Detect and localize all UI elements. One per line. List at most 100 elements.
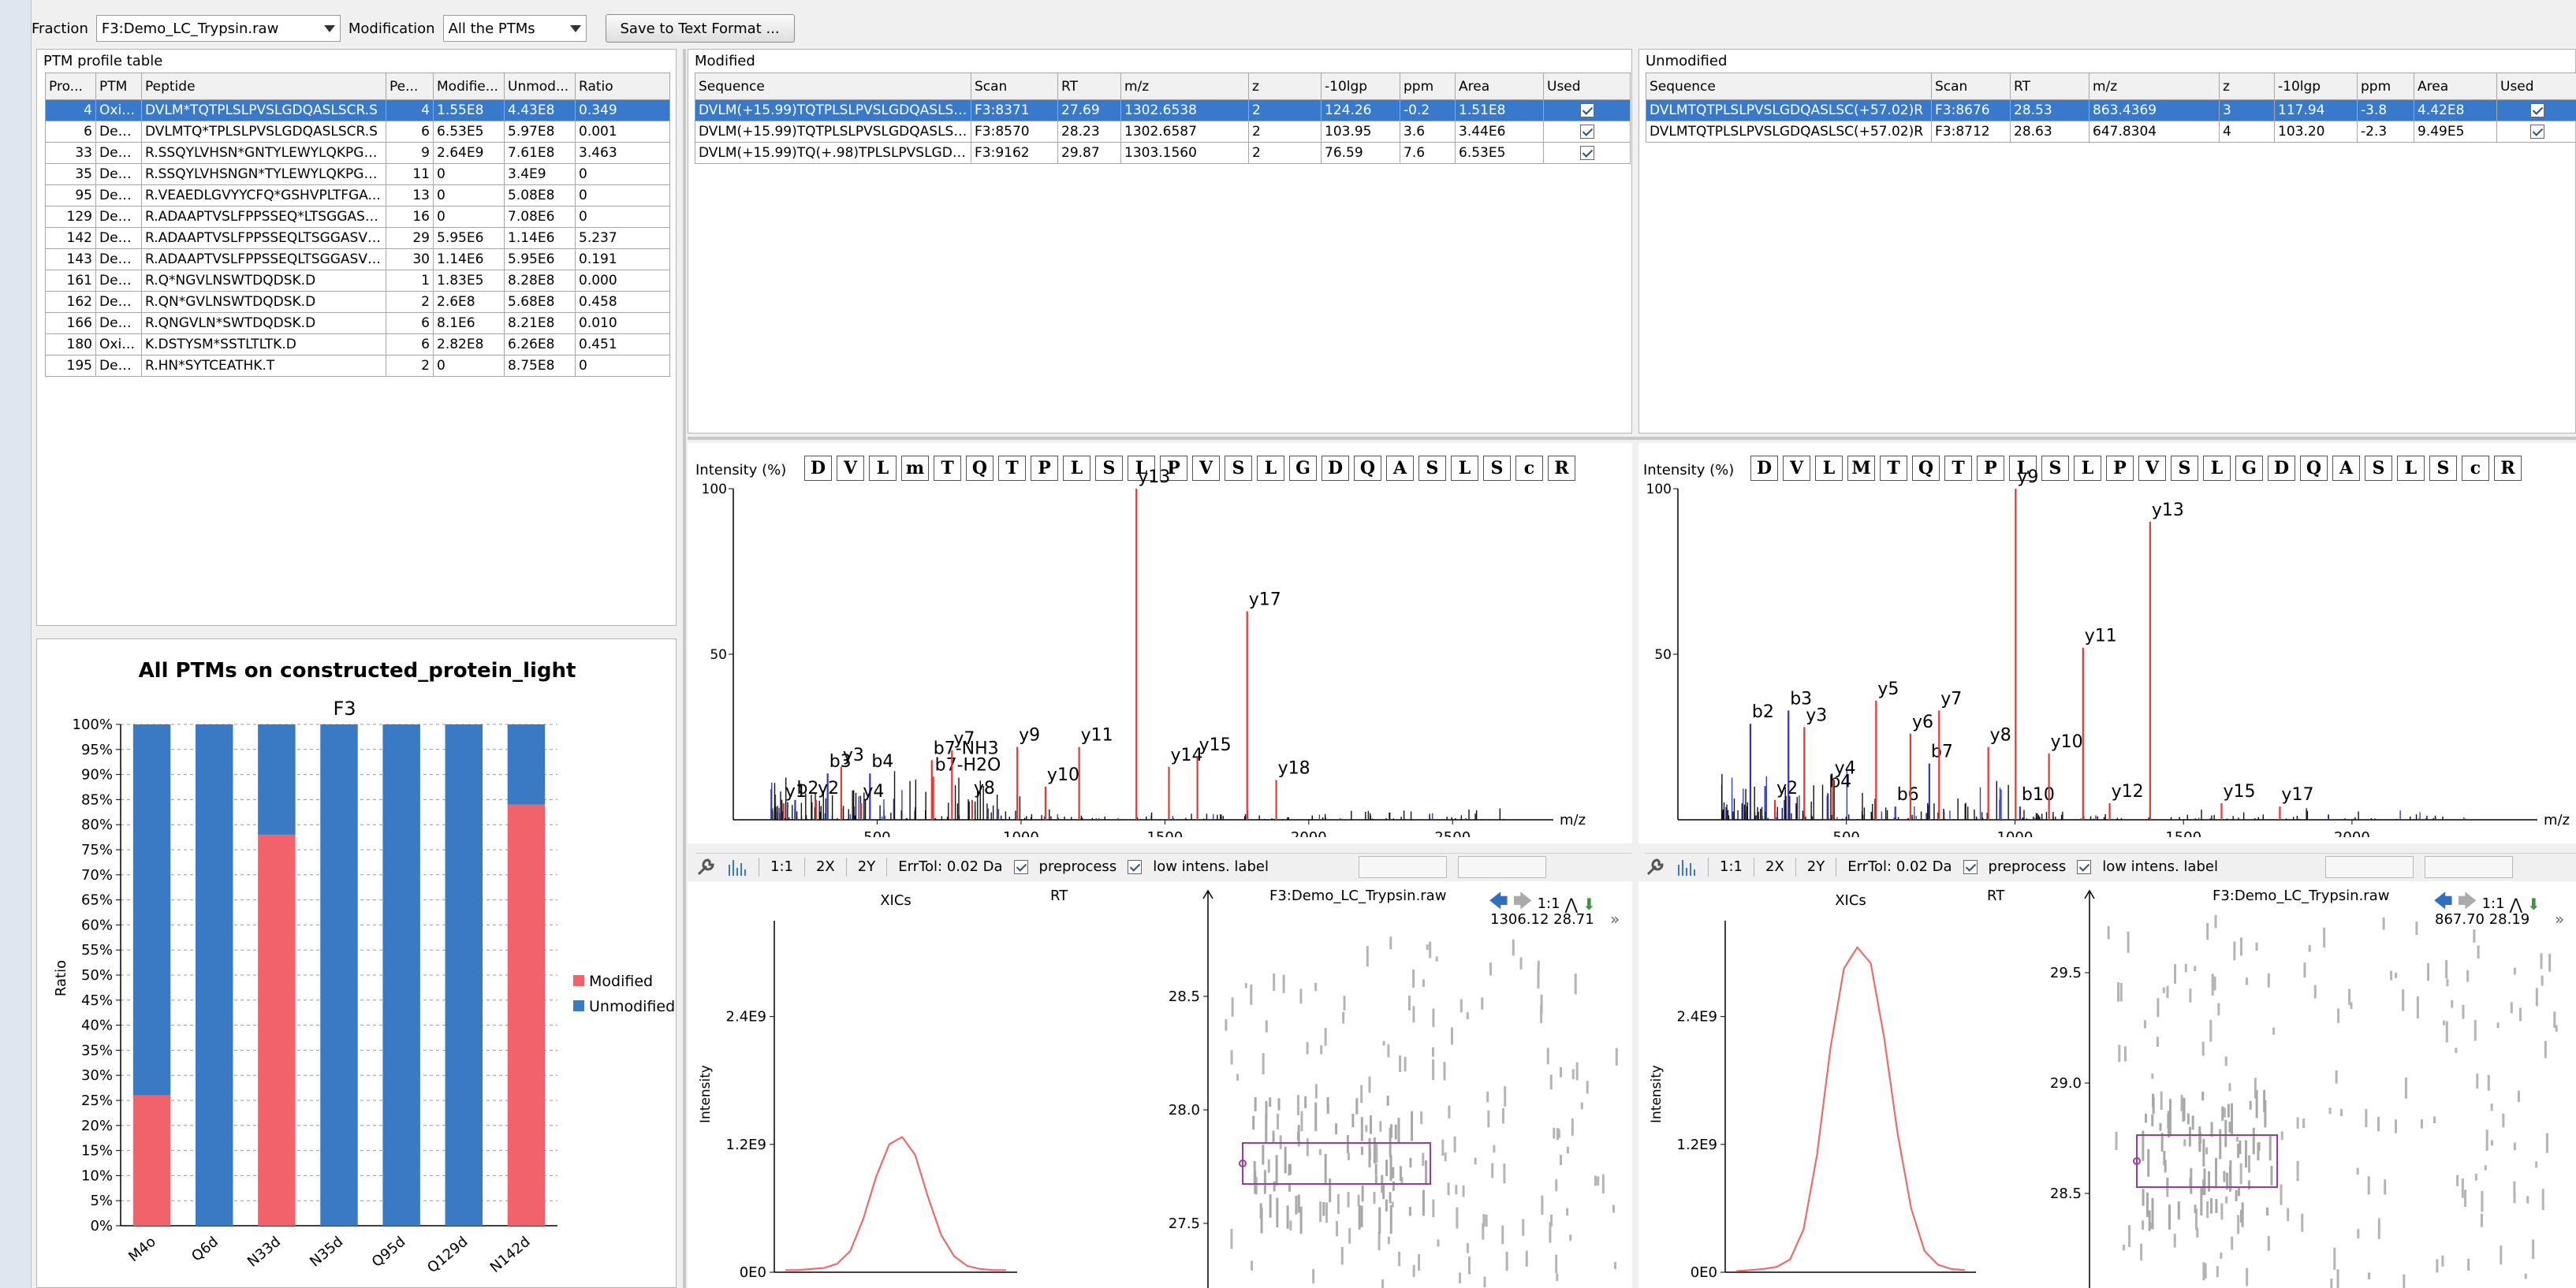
column-header[interactable]: Peptide [141,73,386,100]
zoom-2y-button[interactable]: 2Y [857,858,876,875]
residue-box[interactable]: G [2235,456,2263,481]
column-header[interactable]: Area [2414,73,2497,100]
column-header[interactable]: Unmod... [504,73,576,100]
table-row[interactable]: DVLM(+15.99)TQ(+.98)TPLSLPVSLGDQ... F3:91… [695,142,1631,164]
low-intensity-label-checkbox[interactable] [2077,859,2092,874]
column-header[interactable]: Modifie... [433,73,505,100]
residue-box[interactable]: S [2429,456,2457,481]
residue-box[interactable]: c [2462,456,2489,481]
spectrum-field-1[interactable] [1358,855,1447,878]
forward-arrow-icon[interactable]: 🡆 [2457,890,2477,912]
residue-box[interactable]: P [1031,456,1058,481]
residue-box[interactable]: D [2268,456,2295,481]
residue-box[interactable]: S [1483,456,1511,481]
residue-box[interactable]: M [1847,456,1875,481]
residue-box[interactable]: T [998,456,1026,481]
used-checkbox[interactable] [1579,146,1594,160]
table-row[interactable]: 161 Dea... R.Q*NGVLNSWTDQDSK.D 1 1.83E5 8.28E… [45,270,670,292]
residue-box[interactable]: Q [1354,456,1381,481]
expand-chevrons-icon[interactable]: » [1610,910,1620,929]
save-text-format-button[interactable]: Save to Text Format ... [605,14,795,43]
residue-box[interactable]: L [2397,456,2425,481]
residue-box[interactable]: S [1418,456,1446,481]
used-checkbox[interactable] [2529,125,2544,139]
vertical-splitter[interactable] [683,49,686,1288]
table-row[interactable]: 6 Dea... DVLMTQ*TPLSLPVSLGDQASLSCR.S 6 6.53E… [45,121,670,143]
column-header[interactable]: PTM [95,73,142,100]
column-header[interactable]: Pro... [45,73,96,100]
back-arrow-icon[interactable]: 🡄 [2433,890,2453,912]
residue-box[interactable]: L [2203,456,2231,481]
column-header[interactable]: Pe... [386,73,434,100]
residue-box[interactable]: L [1257,456,1284,481]
table-row[interactable]: DVLMTQTPLSLPVSLGDQASLSC(+57.02)R F3:8676 2… [1646,99,2576,121]
column-header[interactable]: Area [1455,73,1544,100]
residue-box[interactable]: R [2494,456,2522,481]
residue-box[interactable]: L [1063,456,1090,481]
residue-box[interactable]: T [1944,456,1972,481]
column-header[interactable]: ppm [1400,73,1456,100]
used-checkbox[interactable] [1579,103,1594,117]
column-header[interactable]: Sequence [695,73,971,100]
residue-box[interactable]: R [1548,456,1575,481]
peak-icon[interactable]: ⋀ [2509,894,2522,914]
peak-icon[interactable]: ⋀ [1564,894,1578,914]
residue-box[interactable]: D [1322,456,1349,481]
wrench-icon[interactable] [1645,857,1665,877]
table-row[interactable]: 143 Dea... R.ADAAPTVSLFPPSSEQLTSGGASVV... 3… [45,248,670,270]
zoom-1-1-button[interactable]: 1:1 [770,858,793,875]
residue-box[interactable]: c [1515,456,1543,481]
residue-box[interactable]: S [1095,456,1123,481]
table-row[interactable]: 95 Dea... R.VEAEDLGVYYCFQ*GSHVPLTFGA... 13 0… [45,184,670,207]
table-row[interactable]: DVLM(+15.99)TQTPLSLPVSLGDQASLSC... F3:837… [695,99,1631,121]
residue-box[interactable]: T [934,456,961,481]
column-header[interactable]: RT [1057,73,1121,100]
zoom-1-1-button[interactable]: 1:1 [1720,858,1743,875]
back-arrow-icon[interactable]: 🡄 [1489,890,1508,912]
residue-box[interactable]: Q [2300,456,2328,481]
zoom-reset-button[interactable]: 1:1 [2481,895,2505,912]
residue-box[interactable]: D [804,456,832,481]
used-checkbox[interactable] [1579,125,1594,139]
zoom-2x-button[interactable]: 2X [815,858,835,875]
column-header[interactable]: ppm [2357,73,2414,100]
table-row[interactable]: 180 Oxid... K.DSTYSM*SSTLTLTK.D 6 2.82E8 6.26… [45,333,670,356]
horizontal-splitter[interactable] [688,437,2576,440]
zoom-2x-button[interactable]: 2X [1765,858,1784,875]
column-header[interactable]: -10lgp [1321,73,1400,100]
residue-box[interactable]: Q [966,456,993,481]
wrench-icon[interactable] [695,857,716,877]
table-row[interactable]: 162 Dea... R.QN*GVLNSWTDQDSK.D 2 2.6E8 5.68E8… [45,291,670,313]
residue-box[interactable]: S [2171,456,2198,481]
column-header[interactable]: RT [2010,73,2090,100]
used-checkbox[interactable] [2529,103,2544,117]
residue-box[interactable]: m [901,456,929,481]
column-header[interactable]: Scan [1931,73,2011,100]
modification-select[interactable]: All the PTMs [442,15,587,42]
column-header[interactable]: m/z [1120,73,1249,100]
residue-box[interactable]: V [837,456,864,481]
table-row[interactable]: 142 Dea... R.ADAAPTVSLFPPSSEQLTSGGASVV... 2… [45,227,670,249]
residue-box[interactable]: T [1880,456,1907,481]
residue-box[interactable]: G [1289,456,1317,481]
residue-box[interactable]: D [1750,456,1778,481]
column-header[interactable]: Scan [971,73,1058,100]
residue-box[interactable]: P [1160,456,1187,481]
residue-box[interactable]: S [2041,456,2069,481]
residue-box[interactable]: L [1451,456,1478,481]
residue-box[interactable]: L [1128,456,1155,481]
spectrum-icon[interactable] [727,857,747,877]
residue-box[interactable]: S [2365,456,2392,481]
column-header[interactable]: -10lgp [2274,73,2358,100]
residue-box[interactable]: L [869,456,897,481]
residue-box[interactable]: A [2332,456,2360,481]
fraction-select[interactable]: F3:Demo_LC_Trypsin.raw [95,15,341,42]
residue-box[interactable]: L [2009,456,2037,481]
residue-box[interactable]: V [2138,456,2166,481]
expand-chevrons-icon[interactable]: » [2555,910,2565,929]
column-header[interactable]: z [2219,73,2275,100]
residue-box[interactable]: V [1192,456,1220,481]
table-row[interactable]: 4 Oxid... DVLM*TQTPLSLPVSLGDQASLSCR.S 4 1.55… [45,99,670,121]
column-header[interactable]: z [1248,73,1322,100]
table-row[interactable]: 166 Dea... R.QNGVLN*SWTDQDSK.D 6 8.1E6 8.21E8… [45,312,670,334]
